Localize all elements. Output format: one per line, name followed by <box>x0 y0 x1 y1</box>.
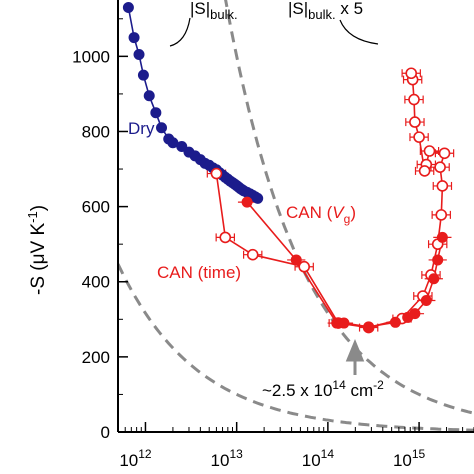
can-vg-point <box>423 145 436 157</box>
dry-point <box>137 69 149 81</box>
y-tick-label: 1000 <box>72 47 110 66</box>
dry-point <box>150 107 162 119</box>
bulk-leader-line <box>169 17 191 47</box>
bulk-curve <box>118 263 474 432</box>
dry-point <box>252 192 264 204</box>
can-vg-point <box>438 147 451 160</box>
y-tick-label: 400 <box>82 273 110 292</box>
dry-point <box>122 2 134 14</box>
can-vg-point <box>418 165 431 177</box>
can-time-point <box>241 196 253 208</box>
can-vg-point <box>210 167 223 180</box>
can-vg-label: CAN (Vg) <box>286 203 356 226</box>
can-vg-point <box>436 180 449 192</box>
bulk5-label: |S|bulk. x 5 <box>288 0 363 22</box>
y-tick-label: 0 <box>101 423 110 442</box>
minimum-note: ~2.5 x 1014 cm-2 <box>262 378 384 400</box>
can-vg-point <box>405 67 418 80</box>
can-time-label: CAN (time) <box>157 263 241 282</box>
dry-point <box>176 141 188 153</box>
can-vg-line <box>215 73 446 329</box>
bulk5-curve <box>224 0 474 415</box>
can-time-point <box>428 273 440 285</box>
x-tick-label: 1013 <box>211 447 244 470</box>
can-vg-point <box>408 93 420 106</box>
bulk-label: |S|bulk. <box>190 0 238 22</box>
can-time-point <box>389 316 401 328</box>
dry-line <box>127 7 259 199</box>
can-time-point <box>363 321 375 333</box>
can-time-point <box>420 295 432 307</box>
y-tick-label: 600 <box>82 198 110 217</box>
can-vg-point <box>413 131 425 143</box>
dry-point <box>156 122 168 134</box>
dry-point <box>133 48 145 60</box>
bulk5-leader-line <box>339 19 379 45</box>
dry-point <box>128 32 140 44</box>
dry-label: Dry <box>128 119 155 138</box>
can-time-point <box>436 231 448 243</box>
can-vg-point <box>409 116 421 128</box>
y-axis-title: -S (μV K-1) <box>25 205 49 295</box>
x-tick-label: 1014 <box>302 447 335 470</box>
dry-point <box>143 90 155 102</box>
can-time-point <box>409 308 421 320</box>
can-vg-point <box>298 260 310 273</box>
y-tick-label: 200 <box>82 348 110 367</box>
minimum-arrow <box>345 339 365 375</box>
can-time-point <box>432 254 444 266</box>
can-vg-point <box>219 231 232 244</box>
can-vg-point <box>434 161 446 173</box>
can-time-point <box>290 254 302 266</box>
x-tick-label: 1012 <box>119 447 152 470</box>
can-vg-point <box>246 248 259 261</box>
y-tick-label: 800 <box>82 122 110 141</box>
can-vg-point <box>435 209 448 221</box>
can-time-point <box>338 317 350 329</box>
x-tick-label: 1015 <box>393 447 426 470</box>
